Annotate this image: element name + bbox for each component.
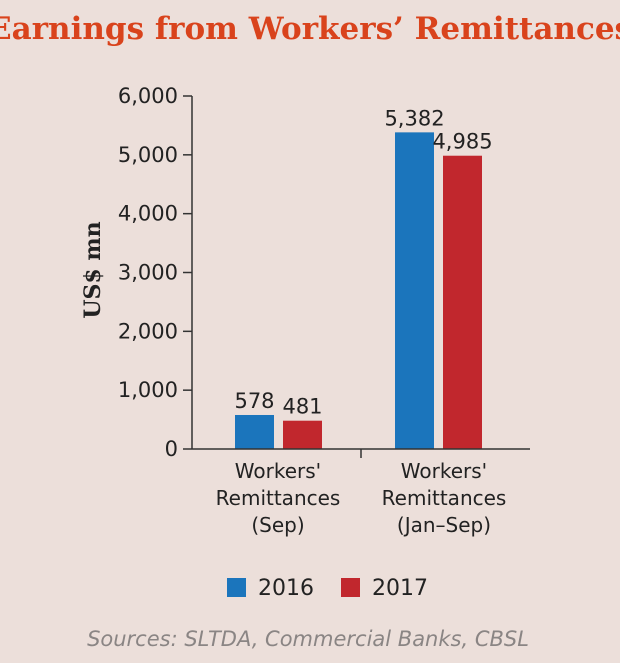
y-tick-label: 1,000 <box>118 378 178 402</box>
y-tick-label: 5,000 <box>118 143 178 167</box>
source-note: Sources: SLTDA, Commercial Banks, CBSL <box>87 627 529 651</box>
category-labels: Workers' Remittances (Sep) Workers' Remittan… <box>216 459 507 537</box>
y-tick-label: 0 <box>165 437 178 461</box>
data-label-2017-1: 4,985 <box>432 130 492 154</box>
data-label-2016-1: 5,382 <box>384 106 444 130</box>
category-label: Remittances <box>216 486 341 510</box>
bar-2016-1 <box>395 132 434 449</box>
bars <box>235 132 482 450</box>
y-tick-label: 2,000 <box>118 319 178 343</box>
category-label: Remittances <box>382 486 507 510</box>
category-label: (Sep) <box>251 513 304 537</box>
data-label-2016-0: 578 <box>234 389 274 413</box>
legend: 2016 2017 <box>227 576 428 601</box>
legend-swatch-2017 <box>341 578 360 597</box>
chart-title: Earnings from Workers’ Remittances <box>0 11 620 47</box>
legend-label-2017: 2017 <box>372 576 428 601</box>
y-tick-label: 3,000 <box>118 261 178 285</box>
y-tick-label: 4,000 <box>118 202 178 226</box>
y-tick-label: 6,000 <box>118 84 178 108</box>
bar-2017-1 <box>443 155 482 450</box>
category-label: Workers' <box>401 459 487 483</box>
category-label: (Jan–Sep) <box>397 513 491 537</box>
bar-2017-0 <box>283 420 322 449</box>
category-label: Workers' <box>235 459 321 483</box>
legend-label-2016: 2016 <box>258 576 314 601</box>
data-label-2017-0: 481 <box>282 395 322 419</box>
data-labels: 578 5,382 481 4,985 <box>234 106 492 418</box>
legend-swatch-2016 <box>227 578 246 597</box>
y-axis-label: US$ mn <box>80 221 106 318</box>
y-axis-ticks: 0 1,000 2,000 3,000 4,000 5,000 6,000 <box>118 84 192 461</box>
bar-2016-0 <box>235 414 274 449</box>
